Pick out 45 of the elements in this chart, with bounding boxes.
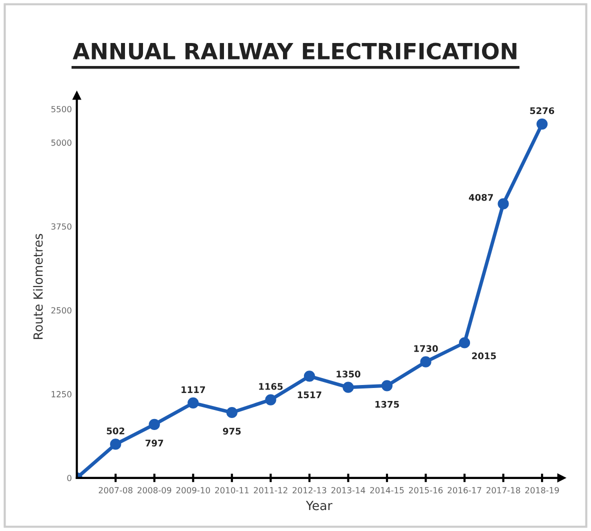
point bbox=[304, 370, 316, 382]
point bbox=[458, 337, 470, 348]
x-tick-label: 2016-17 bbox=[448, 487, 482, 494]
text: 5276 bbox=[530, 107, 554, 114]
text: 975 bbox=[222, 428, 241, 435]
point bbox=[265, 394, 276, 406]
text: 4087 bbox=[468, 194, 493, 201]
point bbox=[536, 118, 548, 130]
text: 502 bbox=[106, 428, 124, 434]
text: 1117 bbox=[182, 386, 205, 393]
x-tick-label: 2014-15 bbox=[370, 487, 404, 494]
x-tick-label: 2010-11 bbox=[215, 487, 249, 494]
text: 2015 bbox=[472, 352, 496, 360]
point bbox=[342, 382, 354, 393]
text: 1517 bbox=[298, 392, 322, 398]
x-tick-label: 2015-16 bbox=[408, 487, 443, 494]
x-tick-label: 2009-10 bbox=[176, 487, 210, 494]
y-axis-title: Route Kilometres bbox=[33, 234, 43, 339]
x-tick-label: 2011-12 bbox=[254, 487, 288, 494]
point bbox=[110, 438, 122, 450]
text: 1350 bbox=[336, 370, 360, 378]
text: 1165 bbox=[259, 383, 283, 390]
y-tick-label: 0 bbox=[67, 474, 72, 482]
text: 797 bbox=[146, 440, 164, 447]
point bbox=[420, 356, 432, 368]
point bbox=[381, 380, 393, 392]
y-tick-label: 5500 bbox=[51, 106, 72, 112]
chart-title: ANNUAL RAILWAY ELECTRIFICATION bbox=[72, 42, 516, 60]
x-tick-label: 2012-13 bbox=[292, 487, 326, 494]
x-axis-title: Year bbox=[306, 500, 332, 510]
text: 1730 bbox=[414, 345, 438, 352]
point bbox=[148, 418, 160, 430]
x-tick-label: 2007-08 bbox=[98, 487, 132, 494]
x-tick-label: 2017-18 bbox=[486, 487, 520, 494]
y-tick-label: 2500 bbox=[51, 307, 72, 314]
x-tick-label: 2013-14 bbox=[331, 487, 366, 494]
point bbox=[188, 397, 199, 409]
text: 1375 bbox=[375, 400, 399, 408]
y-tick-label: 5000 bbox=[51, 140, 72, 146]
x-tick-label: 2018-19 bbox=[525, 487, 559, 494]
y-tick-label: 1250 bbox=[52, 391, 72, 398]
x-tick-label: 2008-09 bbox=[138, 487, 172, 494]
point bbox=[498, 198, 509, 210]
y-tick-label: 3750 bbox=[51, 223, 72, 230]
point bbox=[226, 406, 238, 418]
